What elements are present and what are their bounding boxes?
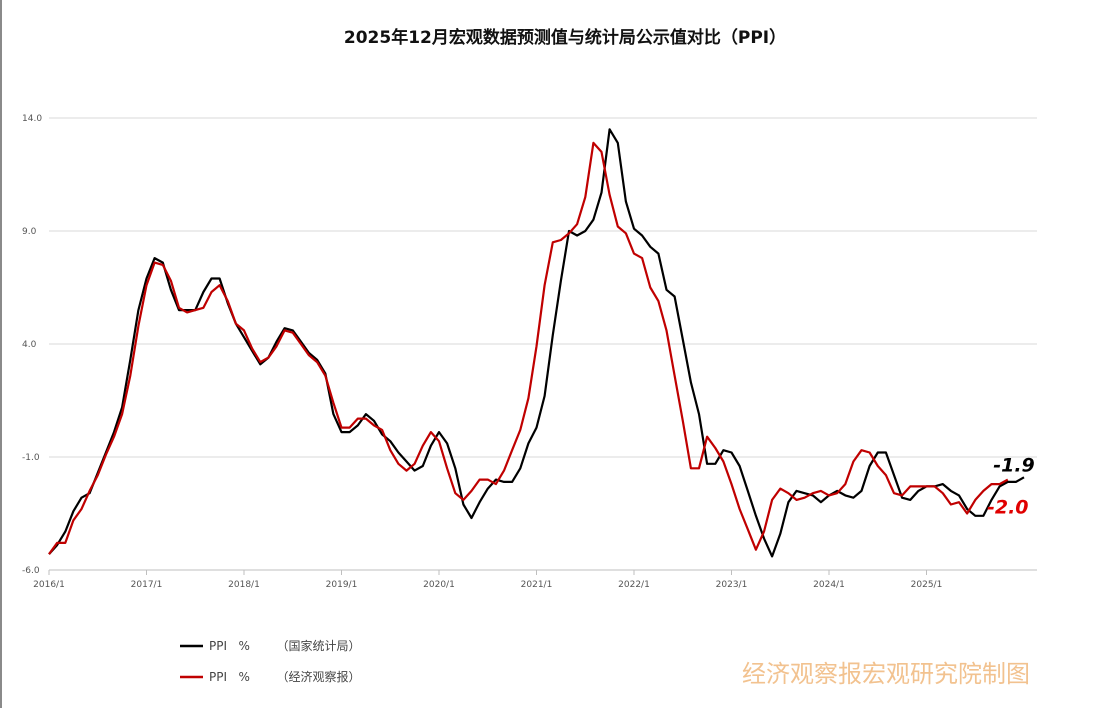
x-tick-label: 2019/1: [326, 580, 358, 590]
x-tick-label: 2017/1: [131, 580, 163, 590]
end-value-annotations: -1.9 -2.0: [987, 454, 1035, 518]
y-tick-label: -6.0: [22, 566, 40, 576]
x-tick-label: 2022/1: [618, 580, 650, 590]
series-line-nbs: [48, 128, 1025, 558]
watermark-text: 经济观察报宏观研究院制图: [742, 660, 1030, 688]
legend-label-eeo: PPI % （经济观察报）: [209, 669, 361, 684]
y-tick-label: 4.0: [22, 340, 37, 350]
x-tick-label: 2018/1: [228, 580, 260, 590]
x-tick-label: 2016/1: [33, 580, 65, 590]
y-tick-label: 14.0: [22, 114, 42, 124]
series-layer: [48, 128, 1025, 558]
chart-title: 2025年12月宏观数据预测值与统计局公示值对比（PPI）: [344, 27, 786, 48]
x-tick-label: 2021/1: [521, 580, 553, 590]
y-axis-ticks: 14.0 9.0 4.0 -1.0 -6.0: [22, 114, 42, 576]
x-tick-label: 2023/1: [716, 580, 748, 590]
legend-item-eeo: PPI % （经济观察报）: [180, 669, 361, 684]
series-line-eeo: [48, 141, 1009, 555]
legend-label-nbs: PPI % （国家统计局）: [209, 638, 361, 653]
x-tick-label: 2024/1: [813, 580, 845, 590]
legend-item-nbs: PPI % （国家统计局）: [180, 638, 361, 653]
x-tick-label: 2020/1: [423, 580, 455, 590]
legend: PPI % （国家统计局） PPI % （经济观察报）: [180, 638, 361, 684]
y-tick-label: -1.0: [22, 453, 40, 463]
x-axis-ticks: 2016/1 2017/1 2018/1 2019/1 2020/1 2021/1 2022…: [33, 570, 942, 590]
end-value-label: -1.9: [993, 454, 1035, 476]
grid-layer: [49, 117, 1037, 571]
y-tick-label: 9.0: [22, 227, 37, 237]
x-tick-label: 2025/1: [911, 580, 943, 590]
end-value-label: -2.0: [987, 497, 1029, 519]
